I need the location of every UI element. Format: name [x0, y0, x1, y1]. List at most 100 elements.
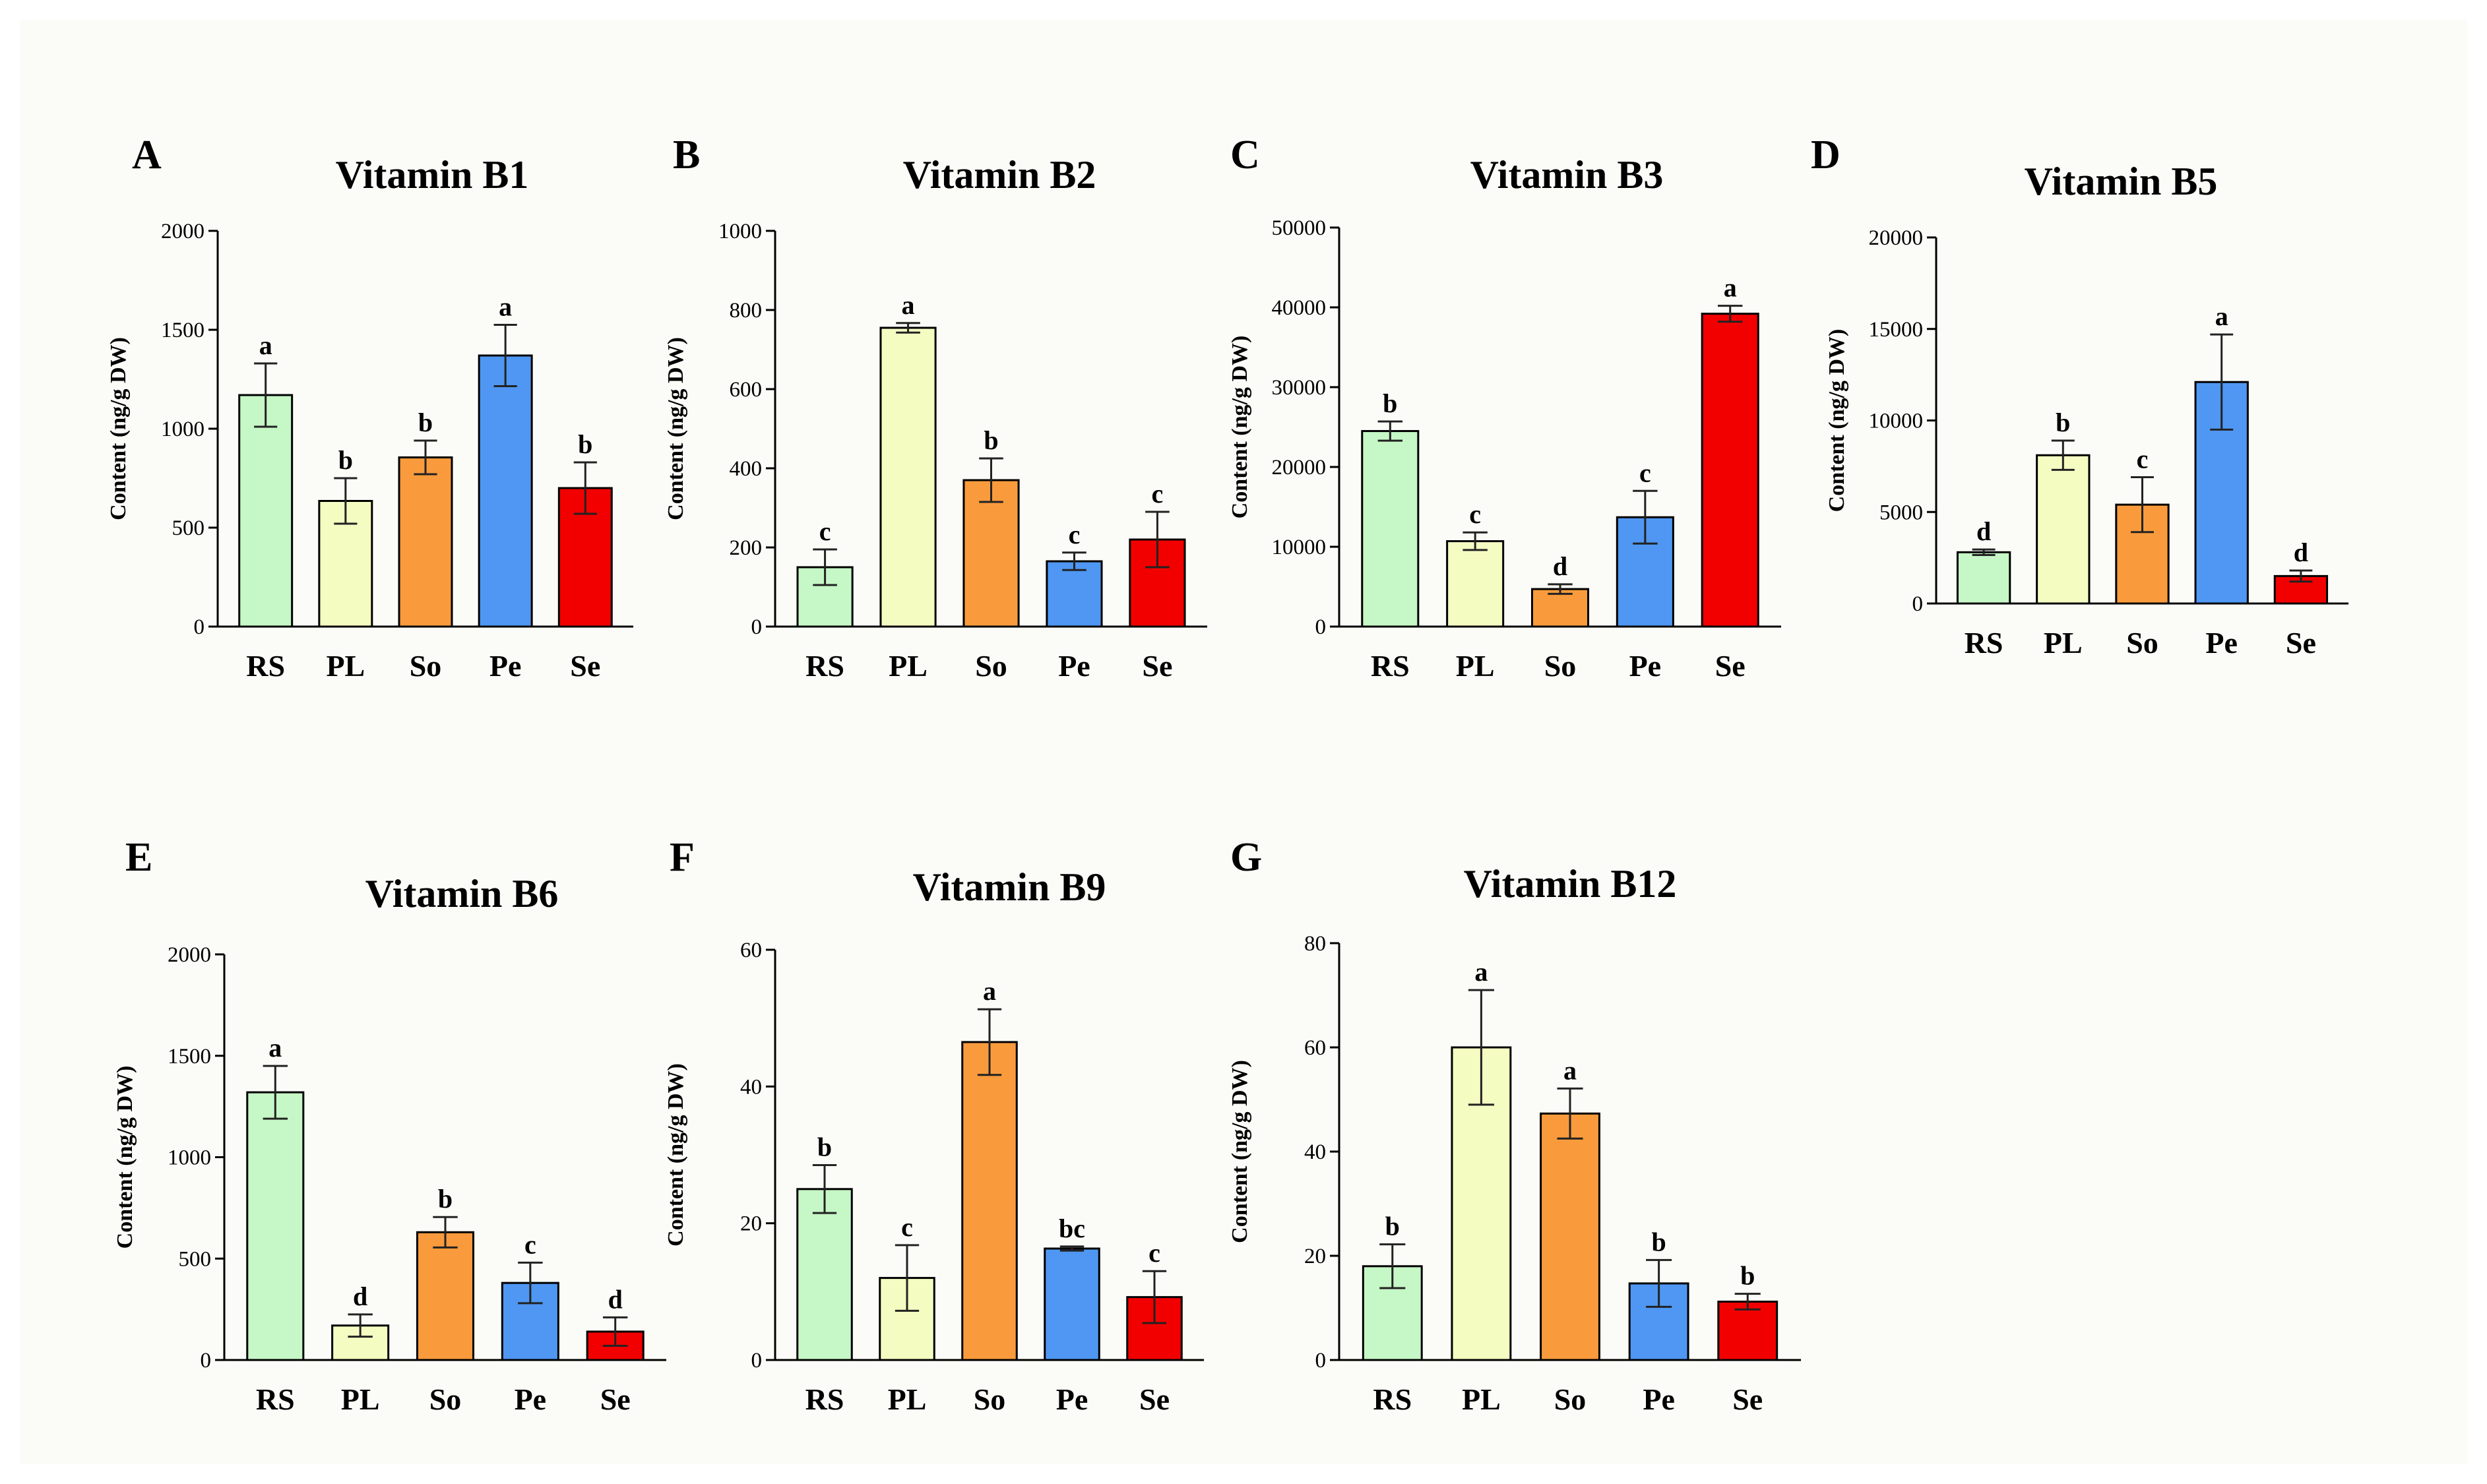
- chart-panel-b: B Vitamin B2 Content (ng/g DW) 0 200 400 600 80…: [664, 133, 1207, 683]
- significance-label: a: [902, 290, 915, 320]
- significance-label: b: [817, 1132, 832, 1162]
- x-tick-label: RS: [805, 649, 844, 683]
- y-tick-label: 30000: [1272, 376, 1327, 400]
- y-tick-label: 200: [730, 536, 763, 560]
- x-tick-label: PL: [1456, 649, 1495, 683]
- significance-label: b: [338, 445, 353, 475]
- bar-so: [1540, 1112, 1600, 1361]
- x-tick-label: Se: [570, 649, 600, 683]
- x-tick-label: RS: [1373, 1382, 1412, 1416]
- y-tick-label: 600: [730, 378, 763, 402]
- y-tick-label: 40: [740, 1075, 762, 1099]
- chart-title: Vitamin B2: [903, 153, 1096, 197]
- significance-label: c: [524, 1229, 536, 1259]
- x-tick-label: Se: [1139, 1382, 1170, 1416]
- chart-title: Vitamin B5: [2025, 160, 2218, 203]
- x-tick-label: Pe: [2205, 626, 2238, 660]
- panel-letter: F: [670, 835, 695, 880]
- significance-label: a: [1474, 957, 1488, 987]
- significance-label: c: [1149, 1238, 1160, 1268]
- significance-label: c: [2137, 445, 2149, 474]
- significance-label: b: [578, 429, 592, 459]
- y-tick-label: 400: [730, 457, 763, 481]
- y-tick-label: 2000: [161, 220, 205, 243]
- significance-label: b: [438, 1184, 453, 1214]
- bar-pe: [478, 354, 533, 628]
- x-tick-label: So: [1554, 1382, 1587, 1416]
- y-tick-label: 20: [740, 1212, 762, 1236]
- y-tick-label: 15000: [1869, 318, 1924, 342]
- panel-area: [20, 20, 2467, 1464]
- x-tick-label: RS: [246, 649, 285, 683]
- x-tick-label: Se: [2286, 626, 2316, 660]
- chart-panel-g: G Vitamin B12 Content (ng/g DW) 0 20 40 60 80 b R…: [1228, 835, 1801, 1416]
- x-tick-label: Se: [1715, 649, 1746, 683]
- x-tick-label: PL: [888, 1382, 927, 1416]
- significance-label: d: [608, 1284, 623, 1314]
- y-tick-label: 0: [751, 1349, 763, 1373]
- significance-label: b: [1651, 1227, 1666, 1256]
- x-tick-label: Pe: [1643, 1382, 1675, 1416]
- y-tick-label: 60: [740, 939, 762, 962]
- y-tick-label: 500: [179, 1247, 212, 1271]
- y-tick-label: 5000: [1879, 501, 1923, 524]
- bar-pe: [1046, 560, 1103, 628]
- y-tick-label: 1000: [161, 417, 205, 441]
- significance-label: c: [1069, 520, 1081, 549]
- x-tick-label: So: [429, 1382, 462, 1416]
- y-axis-label: Content (ng/g DW): [1825, 329, 1849, 512]
- bar-so: [962, 479, 1020, 628]
- panel-letter: E: [125, 835, 152, 880]
- bar-rs: [238, 394, 294, 628]
- x-tick-label: Se: [1142, 649, 1172, 683]
- y-tick-label: 20000: [1272, 456, 1327, 479]
- bar-se: [1717, 1301, 1779, 1361]
- significance-label: b: [2056, 408, 2070, 437]
- y-tick-label: 50000: [1272, 216, 1327, 240]
- significance-label: b: [1740, 1261, 1755, 1291]
- x-tick-label: PL: [1462, 1382, 1501, 1416]
- y-tick-label: 0: [1315, 615, 1327, 639]
- y-tick-label: 20: [1304, 1245, 1326, 1268]
- bar-pl: [879, 326, 937, 628]
- y-tick-label: 1000: [168, 1146, 211, 1170]
- y-axis-label: Content (ng/g DW): [1228, 1060, 1252, 1243]
- significance-label: a: [1563, 1055, 1577, 1085]
- chart-title: Vitamin B1: [336, 153, 529, 197]
- bar-so: [416, 1231, 475, 1361]
- bar-pe: [1044, 1247, 1100, 1361]
- bar-rs: [796, 1188, 853, 1361]
- bar-pl: [1446, 540, 1505, 628]
- chart-panel-a: A Vitamin B1 Content (ng/g DW) 0 500 1000 1500…: [106, 133, 633, 683]
- significance-label: b: [1385, 1212, 1400, 1241]
- chart-title: Vitamin B9: [913, 865, 1106, 909]
- y-axis-label: Content (ng/g DW): [664, 1063, 688, 1247]
- x-tick-label: RS: [1371, 649, 1410, 683]
- chart-panel-d: D Vitamin B5 Content (ng/g DW) 0 5000 10000 15…: [1811, 133, 2348, 660]
- y-tick-label: 1000: [718, 220, 762, 243]
- x-tick-label: PL: [2044, 626, 2083, 660]
- significance-label: d: [1976, 516, 1991, 546]
- significance-label: c: [1469, 499, 1481, 529]
- bar-rs: [1361, 430, 1420, 628]
- x-tick-label: RS: [805, 1382, 844, 1416]
- x-tick-label: Pe: [1629, 649, 1662, 683]
- x-tick-label: Se: [600, 1382, 631, 1416]
- y-tick-label: 80: [1304, 932, 1326, 956]
- y-tick-label: 800: [730, 299, 763, 323]
- chart-title: Vitamin B3: [1470, 153, 1664, 197]
- y-tick-label: 10000: [1869, 410, 1924, 433]
- y-tick-label: 0: [194, 615, 205, 639]
- significance-label: a: [2215, 301, 2228, 331]
- panel-letter: C: [1230, 133, 1260, 177]
- y-tick-label: 10000: [1272, 536, 1327, 559]
- bar-rs: [1956, 551, 2011, 605]
- y-tick-label: 60: [1304, 1036, 1326, 1060]
- significance-label: d: [1553, 551, 1567, 581]
- y-tick-label: 0: [201, 1349, 212, 1373]
- chart-panel-f: F Vitamin B9 Content (ng/g DW) 0 20 40 60 b RS c P…: [664, 835, 1204, 1416]
- y-tick-label: 40: [1304, 1140, 1326, 1164]
- significance-label: bc: [1059, 1214, 1085, 1243]
- significance-label: a: [1724, 273, 1737, 303]
